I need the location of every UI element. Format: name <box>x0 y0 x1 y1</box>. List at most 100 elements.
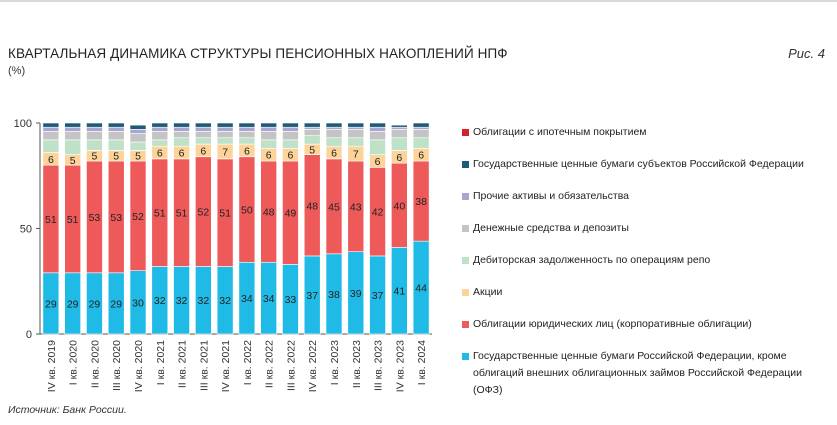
bar-segment <box>216 131 234 139</box>
data-label: 37 <box>372 290 384 302</box>
data-label: 52 <box>132 211 144 223</box>
bar-segment <box>369 122 386 128</box>
x-tick-label: II кв. 2022 <box>264 340 276 388</box>
bar-segment <box>151 122 169 128</box>
bar-segment <box>195 131 212 139</box>
data-label: 39 <box>350 288 362 300</box>
data-label: 40 <box>393 200 405 212</box>
data-label: 32 <box>154 295 166 307</box>
bar-segment <box>369 139 386 155</box>
bar-segment <box>347 137 365 147</box>
x-tick-label: III кв. 2023 <box>373 340 385 391</box>
data-label: 5 <box>309 144 315 156</box>
bar-segment <box>238 137 256 145</box>
bar-segment <box>86 131 103 141</box>
bar-segment <box>195 137 212 145</box>
bar-segment <box>216 126 234 132</box>
bar-segment <box>129 124 147 130</box>
bar-segment <box>64 126 81 132</box>
figure-label: Рис. 4 <box>788 46 825 61</box>
data-label: 42 <box>372 207 384 219</box>
data-label: 48 <box>306 200 318 212</box>
bar-segment <box>86 122 103 128</box>
data-label: 29 <box>89 298 101 310</box>
data-label: 34 <box>263 293 275 305</box>
data-label: 6 <box>288 150 294 162</box>
data-label: 29 <box>45 298 57 310</box>
bar-segment <box>42 131 60 141</box>
bar-segment <box>282 139 299 149</box>
x-tick-label: III кв. 2021 <box>198 340 210 391</box>
bar-segment <box>107 126 125 132</box>
bar-segment <box>325 122 343 128</box>
bar-segment <box>238 126 256 132</box>
bar-segment <box>86 126 103 132</box>
data-label: 45 <box>328 201 340 213</box>
bar-segment <box>412 126 430 130</box>
x-tick-label: IV кв. 2021 <box>220 340 232 392</box>
bar-segment <box>282 122 299 128</box>
data-label: 37 <box>306 290 318 302</box>
data-label: 49 <box>285 208 297 220</box>
legend-item: Акции <box>462 284 502 301</box>
data-label: 43 <box>350 201 362 213</box>
data-label: 6 <box>244 145 250 157</box>
bar-segment <box>260 139 277 149</box>
data-label: 33 <box>285 294 297 306</box>
data-label: 48 <box>263 207 275 219</box>
source-note: Источник: Банк России. <box>8 404 127 416</box>
data-label: 6 <box>418 150 424 162</box>
legend-label: Дебиторская задолженность по операциям р… <box>473 254 711 266</box>
legend-label: Государственные ценные бумаги Российской… <box>473 350 803 396</box>
chart-title: КВАРТАЛЬНАЯ ДИНАМИКА СТРУКТУРЫ ПЕНСИОННЫ… <box>8 46 508 61</box>
bar-segment <box>303 129 321 136</box>
legend-label: Облигации с ипотечным покрытием <box>473 126 647 138</box>
data-label: 29 <box>67 298 79 310</box>
x-tick-label: I кв. 2024 <box>416 340 428 385</box>
x-tick-label: IV кв. 2023 <box>394 340 406 392</box>
data-label: 6 <box>179 148 185 160</box>
legend-label: Денежные средства и депозиты <box>473 222 629 234</box>
y-tick-label: 50 <box>20 224 32 236</box>
data-label: 6 <box>331 148 337 160</box>
x-tick-label: I кв. 2022 <box>242 340 254 385</box>
x-tick-label: I кв. 2021 <box>155 340 167 385</box>
unit-label: (%) <box>8 65 26 77</box>
bar-segment <box>303 135 321 145</box>
bar-segment <box>173 126 190 132</box>
data-label: 29 <box>110 298 122 310</box>
bar-segment <box>86 139 103 151</box>
data-label: 6 <box>48 154 54 166</box>
bar-segment <box>282 126 299 132</box>
bar-segment <box>195 126 212 132</box>
data-label: 6 <box>396 152 402 164</box>
legend-swatch <box>462 257 469 264</box>
legend-item: Государственные ценные бумаги субъектов … <box>462 156 804 173</box>
data-label: 32 <box>176 295 188 307</box>
bar-segment <box>260 126 277 132</box>
bar-segment <box>42 122 60 128</box>
data-label: 6 <box>157 148 163 160</box>
bar-segment <box>107 122 125 128</box>
data-label: 53 <box>110 212 122 224</box>
x-tick-label: I кв. 2020 <box>68 340 80 385</box>
data-label: 7 <box>353 149 359 161</box>
x-tick-label: IV кв. 2022 <box>307 340 319 392</box>
bar-segment <box>412 137 430 149</box>
data-label: 30 <box>132 297 144 309</box>
legend-swatch <box>462 321 469 328</box>
bar-segment <box>391 124 408 128</box>
data-label: 51 <box>176 208 188 220</box>
top-divider <box>0 0 837 2</box>
bar-segment <box>42 139 60 153</box>
bar-segment <box>42 126 60 132</box>
bar-segment <box>325 129 343 139</box>
bar-segment <box>347 129 365 139</box>
legend-item: Облигации с ипотечным покрытием <box>462 124 647 141</box>
bar-segment <box>303 126 321 130</box>
legend-swatch <box>462 225 469 232</box>
bar-segment <box>325 126 343 130</box>
x-tick-label: IV кв. 2019 <box>46 340 58 392</box>
bar-segment <box>151 139 169 147</box>
bar-segment <box>107 139 125 151</box>
